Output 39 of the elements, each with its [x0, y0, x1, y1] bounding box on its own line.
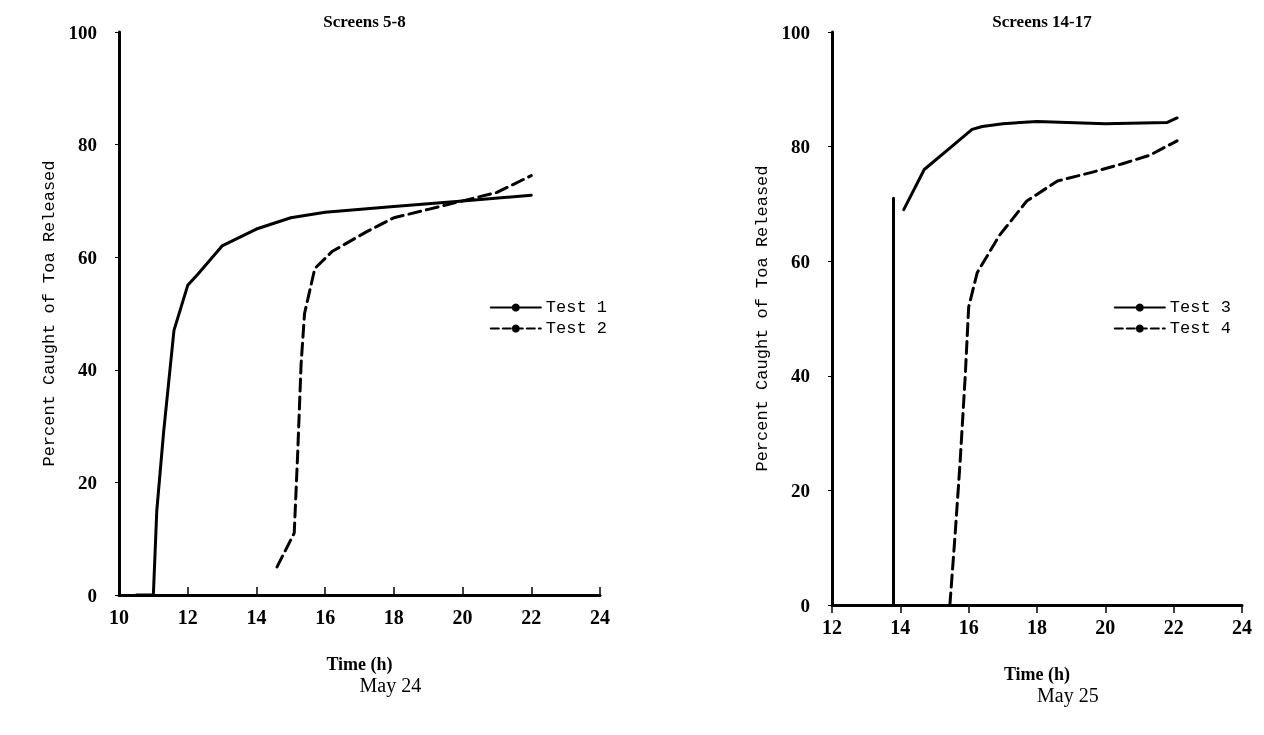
x-tick-label: 24 [1232, 616, 1252, 638]
y-tick-label: 20 [78, 471, 97, 493]
x-tick-label: 20 [1095, 616, 1116, 638]
y-tick-label: 20 [791, 479, 810, 501]
y-tick-label: 60 [78, 246, 97, 268]
x-tick-label: 22 [521, 606, 542, 628]
x-tick-label: 14 [246, 606, 267, 628]
y-tick-label: 80 [78, 134, 97, 156]
legend-label: Test 1 [545, 298, 608, 317]
x-tick-label: 18 [1027, 616, 1047, 638]
x-tick-label: 12 [822, 616, 842, 638]
x-tick-label: 10 [109, 606, 129, 628]
chart-title: Screens 5-8 [323, 12, 406, 31]
y-tick-label: 100 [68, 21, 97, 43]
y-tick-label: 80 [791, 136, 810, 158]
y-tick-label: 40 [791, 365, 810, 387]
x-tick-label: 24 [590, 606, 610, 628]
x-tick-label: 14 [890, 616, 911, 638]
text: May 25 [1036, 684, 1099, 707]
y-axis-title: Percent Caught of Toa Released [752, 165, 772, 472]
y-tick-label: 0 [800, 594, 810, 616]
legend-label: Test 4 [1169, 319, 1232, 338]
x-tick-label: 18 [383, 606, 404, 628]
x-tick-label: 16 [958, 616, 979, 638]
legend-label: Test 2 [545, 319, 608, 338]
y-tick-label: 60 [791, 250, 810, 272]
legend-label: Test 3 [1169, 298, 1232, 317]
x-tick-label: 20 [452, 606, 473, 628]
x-tick-label: 22 [1163, 616, 1184, 638]
x-tick-label: 12 [177, 606, 198, 628]
y-axis-title: Percent Caught of Toa Released [39, 160, 59, 467]
x-tick-label: 16 [315, 606, 336, 628]
x-axis-title: Time (h) [1003, 664, 1071, 685]
y-tick-label: 0 [87, 584, 97, 606]
y-tick-label: 100 [781, 21, 810, 43]
x-axis-title: Time (h) [326, 654, 393, 675]
text: May 24 [359, 674, 422, 697]
y-tick-label: 40 [78, 359, 97, 381]
chart-title: Screens 14-17 [992, 12, 1093, 31]
